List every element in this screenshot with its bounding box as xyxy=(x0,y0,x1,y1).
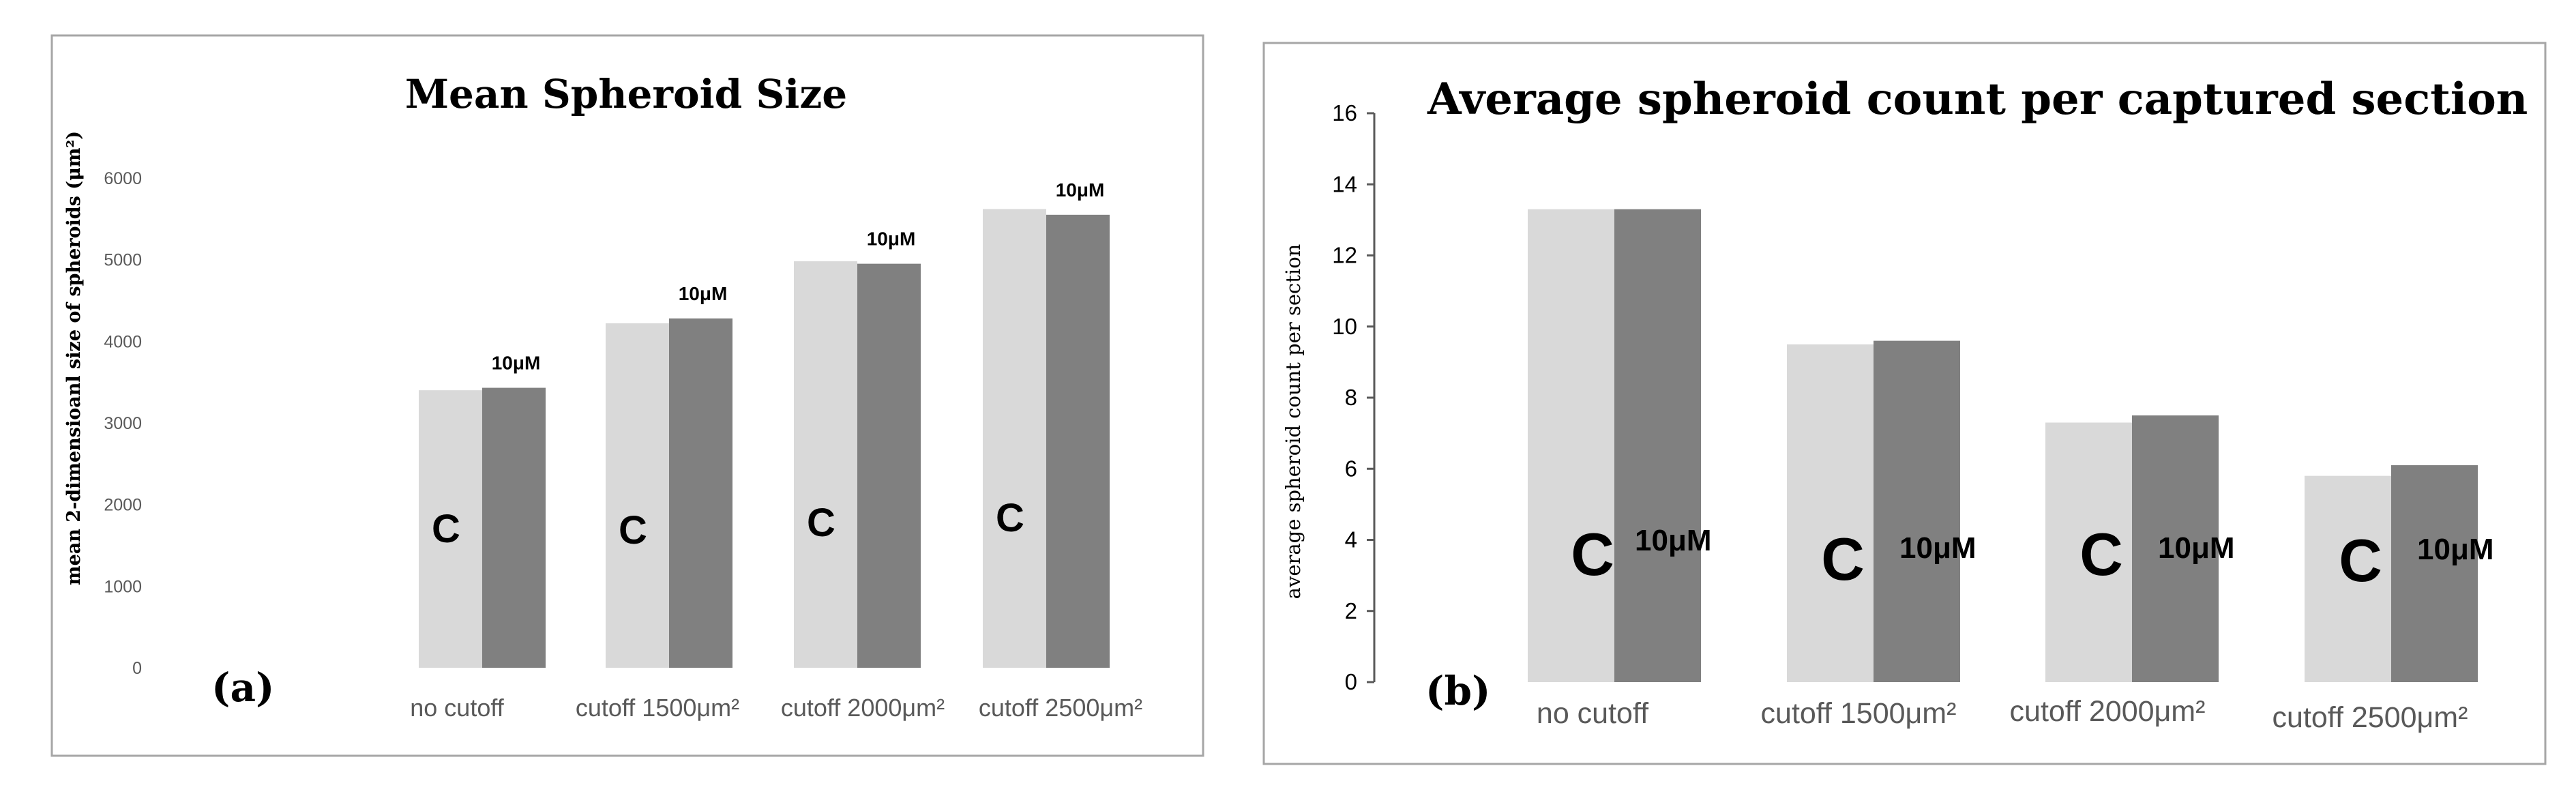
series-label-c: C xyxy=(2339,527,2382,594)
x-tick-label: cutoff 1500μm² xyxy=(1761,697,1957,730)
series-label-10uM: 10μM xyxy=(2158,531,2235,565)
bar-10uM xyxy=(1614,209,1701,682)
y-tick-label: 0 xyxy=(1345,669,1357,694)
y-tick-label: 2 xyxy=(1345,598,1357,623)
series-label-10uM: 10μM xyxy=(1635,524,1712,557)
bar-10uM xyxy=(482,387,546,668)
bar-10uM xyxy=(1874,340,1960,682)
bar-control xyxy=(419,390,482,668)
x-tick-label: no cutoff xyxy=(410,694,504,722)
series-label-10uM: 10μM xyxy=(867,229,916,250)
chart-a-x-ticks: no cutoff cutoff 1500μm² cutoff 2000μm² cut… xyxy=(410,694,1142,722)
chart-b-y-ticks: 0 2 4 6 8 10 12 14 16 xyxy=(1332,100,1374,694)
bar-10uM xyxy=(857,263,921,668)
y-tick-label: 8 xyxy=(1345,385,1357,410)
chart-b-bars xyxy=(1528,209,2478,682)
bar-control xyxy=(1787,344,1874,682)
bar-10uM xyxy=(2391,465,2478,682)
y-tick-label: 10 xyxy=(1332,314,1357,339)
chart-a-bars xyxy=(419,209,1110,668)
y-tick-label: 3000 xyxy=(104,414,142,433)
chart-a-bar-labels: C 10μM C 10μM C 10μM C 10μM xyxy=(432,179,1104,552)
x-tick-label: cutoff 2500μm² xyxy=(979,694,1142,722)
series-label-10uM: 10μM xyxy=(1899,531,1977,565)
series-label-10uM: 10μM xyxy=(492,353,541,374)
y-tick-label: 16 xyxy=(1332,100,1357,126)
chart-panel-a: Mean Spheroid Size mean 2-dimensioanl si… xyxy=(50,34,1204,757)
y-tick-label: 0 xyxy=(132,659,142,678)
x-tick-label: cutoff 1500μm² xyxy=(576,694,739,722)
bar-10uM xyxy=(669,318,732,668)
chart-a-title: Mean Spheroid Size xyxy=(405,71,847,117)
x-tick-label: no cutoff xyxy=(1537,697,1649,730)
y-tick-label: 1000 xyxy=(104,577,142,596)
x-tick-label: cutoff 2000μm² xyxy=(2010,695,2206,728)
series-label-10uM: 10μM xyxy=(1056,179,1105,201)
series-label-c: C xyxy=(807,501,835,545)
bar-control xyxy=(2305,475,2391,682)
y-tick-label: 6000 xyxy=(104,169,142,188)
y-tick-label: 6 xyxy=(1345,456,1357,481)
bar-control xyxy=(983,209,1046,668)
bar-10uM xyxy=(2132,415,2219,682)
chart-b-ylabel: average spheroid count per section xyxy=(1282,244,1305,600)
chart-a-ylabel: mean 2-dimensioanl size of spheroids (μm… xyxy=(63,131,85,585)
bar-10uM xyxy=(1046,214,1110,668)
y-tick-label: 2000 xyxy=(104,496,142,515)
series-label-10uM: 10μM xyxy=(2417,533,2494,566)
series-label-c: C xyxy=(432,507,460,551)
y-tick-label: 12 xyxy=(1332,243,1357,268)
bar-control xyxy=(1528,209,1614,682)
x-tick-label: cutoff 2000μm² xyxy=(781,694,945,722)
y-tick-label: 14 xyxy=(1332,171,1357,196)
panel-a-label: (a) xyxy=(211,664,274,711)
panel-b-label: (b) xyxy=(1425,668,1490,714)
chart-b-x-ticks: no cutoff cutoff 1500μm² cutoff 2000μm² cut… xyxy=(1537,695,2468,734)
bar-control xyxy=(2045,422,2132,682)
chart-a-y-ticks: 0 1000 2000 3000 4000 5000 6000 xyxy=(104,169,142,678)
chart-panel-b: Average spheroid count per captured sect… xyxy=(1262,42,2547,765)
x-tick-label: cutoff 2500μm² xyxy=(2272,701,2468,734)
series-label-10uM: 10μM xyxy=(679,283,728,304)
bar-control xyxy=(606,323,669,668)
y-tick-label: 4 xyxy=(1345,527,1357,552)
series-label-c: C xyxy=(996,496,1024,540)
series-label-c: C xyxy=(619,508,647,552)
series-label-c: C xyxy=(1821,525,1865,593)
y-tick-label: 4000 xyxy=(104,332,142,351)
chart-b-bar-labels: C 10μM C 10μM C 10μM C 10μM xyxy=(1571,520,2493,594)
series-label-c: C xyxy=(1571,520,1614,588)
series-label-c: C xyxy=(2079,520,2123,588)
chart-b-title: Average spheroid count per captured sect… xyxy=(1427,74,2528,125)
bar-control xyxy=(794,261,857,668)
y-tick-label: 5000 xyxy=(104,251,142,270)
